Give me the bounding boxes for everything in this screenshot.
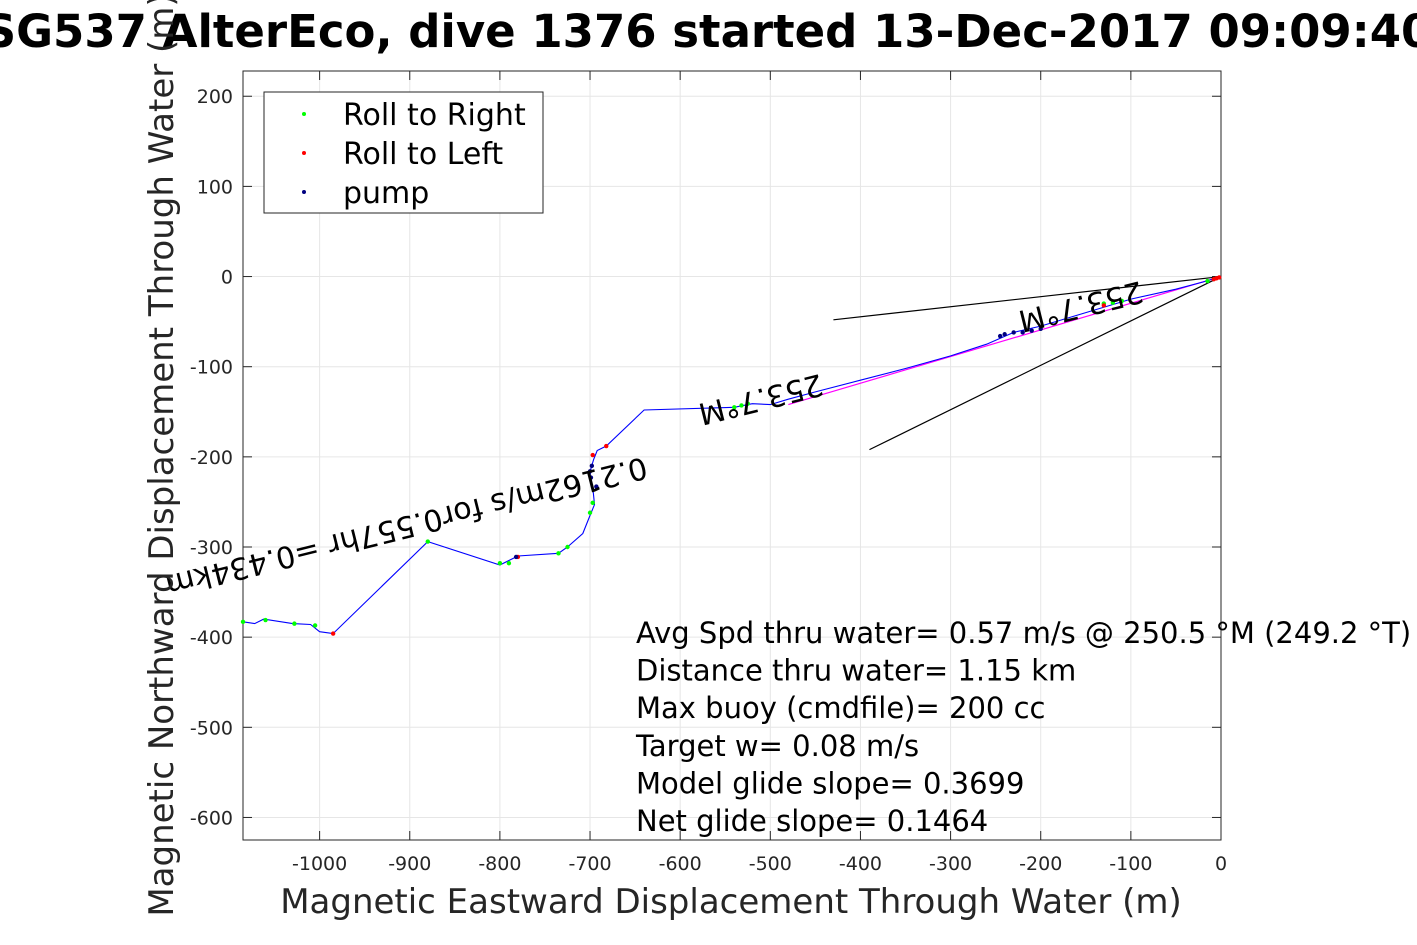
legend-items: Roll to Right Roll to Left pump bbox=[302, 98, 526, 211]
pump-marker bbox=[594, 484, 599, 489]
legend: Roll to Right Roll to Left pump bbox=[263, 91, 544, 214]
pump-marker bbox=[1020, 330, 1025, 335]
y-tick-label: -200 bbox=[190, 447, 233, 469]
roll-right-marker bbox=[565, 544, 570, 550]
roll-right-marker bbox=[506, 561, 512, 566]
roll-right-marker bbox=[745, 401, 750, 406]
x-tick-label: -800 bbox=[478, 853, 521, 875]
x-tick-label: -200 bbox=[1019, 853, 1062, 875]
roll-right-marker bbox=[1110, 300, 1116, 305]
annotation-line: Model glide slope= 0.3699 bbox=[636, 766, 1024, 800]
pump-marker bbox=[1002, 332, 1007, 337]
y-axis-label: Magnetic Northward Displacement Through … bbox=[142, 0, 182, 917]
roll-left-marker bbox=[590, 452, 595, 458]
x-tick-label: -600 bbox=[659, 853, 702, 875]
pump-marker bbox=[1029, 328, 1034, 333]
y-tick-label: -600 bbox=[190, 807, 233, 829]
roll-right-marker bbox=[240, 619, 246, 625]
x-tick-label: -1000 bbox=[292, 853, 347, 875]
pump-marker bbox=[1011, 330, 1016, 335]
roll-right-marker bbox=[292, 621, 297, 626]
roll-left-marker bbox=[330, 631, 336, 636]
legend-label: Roll to Left bbox=[343, 137, 503, 172]
y-tick-label: -400 bbox=[190, 627, 233, 649]
legend-marker bbox=[302, 151, 306, 155]
y-tick-label: 100 bbox=[197, 176, 233, 198]
annotation-line: Max buoy (cmdfile)= 200 cc bbox=[636, 691, 1045, 725]
roll-right-marker bbox=[497, 561, 503, 566]
roll-right-marker bbox=[590, 500, 595, 506]
y-tick-label: -500 bbox=[190, 717, 233, 739]
wind-line bbox=[833, 275, 1222, 321]
x-tick-label: -700 bbox=[568, 853, 611, 875]
model-line bbox=[788, 275, 1222, 406]
y-tick-label: -100 bbox=[190, 357, 233, 379]
roll-right-marker bbox=[1119, 298, 1125, 304]
x-axis-label: Magnetic Eastward Displacement Through W… bbox=[280, 882, 1182, 922]
legend-label: pump bbox=[343, 176, 429, 211]
roll-left-marker bbox=[1211, 277, 1216, 282]
annotation-line: Target w= 0.08 m/s bbox=[635, 729, 919, 763]
legend-marker bbox=[302, 112, 306, 116]
roll-right-marker bbox=[1205, 278, 1210, 284]
annotation-line: Net glide slope= 0.1464 bbox=[636, 804, 988, 838]
roll-left-marker bbox=[1101, 303, 1107, 308]
roll-right-marker bbox=[587, 510, 593, 515]
x-tick-label: -400 bbox=[839, 853, 882, 875]
annotations: Avg Spd thru water= 0.57 m/s @ 250.5 °M … bbox=[635, 616, 1411, 838]
y-tick-label: 0 bbox=[221, 267, 233, 289]
roll-right-marker bbox=[732, 405, 737, 410]
roll-right-marker bbox=[739, 403, 744, 408]
roll-right-marker bbox=[556, 551, 561, 556]
pump-marker bbox=[587, 469, 593, 474]
roll-left-marker bbox=[604, 443, 609, 449]
x-tick-label: -900 bbox=[388, 853, 431, 875]
annotation-line: Distance thru water= 1.15 km bbox=[636, 654, 1076, 688]
wind-line bbox=[869, 276, 1222, 451]
x-tick-label: -100 bbox=[1109, 853, 1152, 875]
pump-marker bbox=[513, 554, 519, 560]
plot-frame bbox=[242, 70, 1222, 841]
legend-marker bbox=[302, 190, 306, 194]
x-tick-label: 0 bbox=[1215, 853, 1227, 875]
roll-right-marker bbox=[263, 617, 268, 623]
chart-title: SG537 AlterEco, dive 1376 started 13-Dec… bbox=[0, 5, 1417, 58]
x-tick-label: -500 bbox=[749, 853, 792, 875]
pump-marker bbox=[1038, 326, 1043, 332]
x-tick-label: -300 bbox=[929, 853, 972, 875]
pump-marker bbox=[588, 475, 594, 480]
ticks: -1000 -900 -800 -700 -600 -500 -400 -300 -200 -10… bbox=[190, 71, 1227, 875]
pump-marker bbox=[997, 333, 1003, 339]
legend-label: Roll to Right bbox=[343, 98, 526, 133]
pump-marker bbox=[589, 463, 595, 469]
legend-box bbox=[263, 91, 544, 214]
y-tick-label: 200 bbox=[197, 86, 233, 108]
y-tick-label: -300 bbox=[190, 537, 233, 559]
roll-right-marker bbox=[425, 539, 430, 544]
roll-right-marker bbox=[312, 623, 318, 628]
annotation-line: Avg Spd thru water= 0.57 m/s @ 250.5 °M … bbox=[636, 616, 1411, 650]
